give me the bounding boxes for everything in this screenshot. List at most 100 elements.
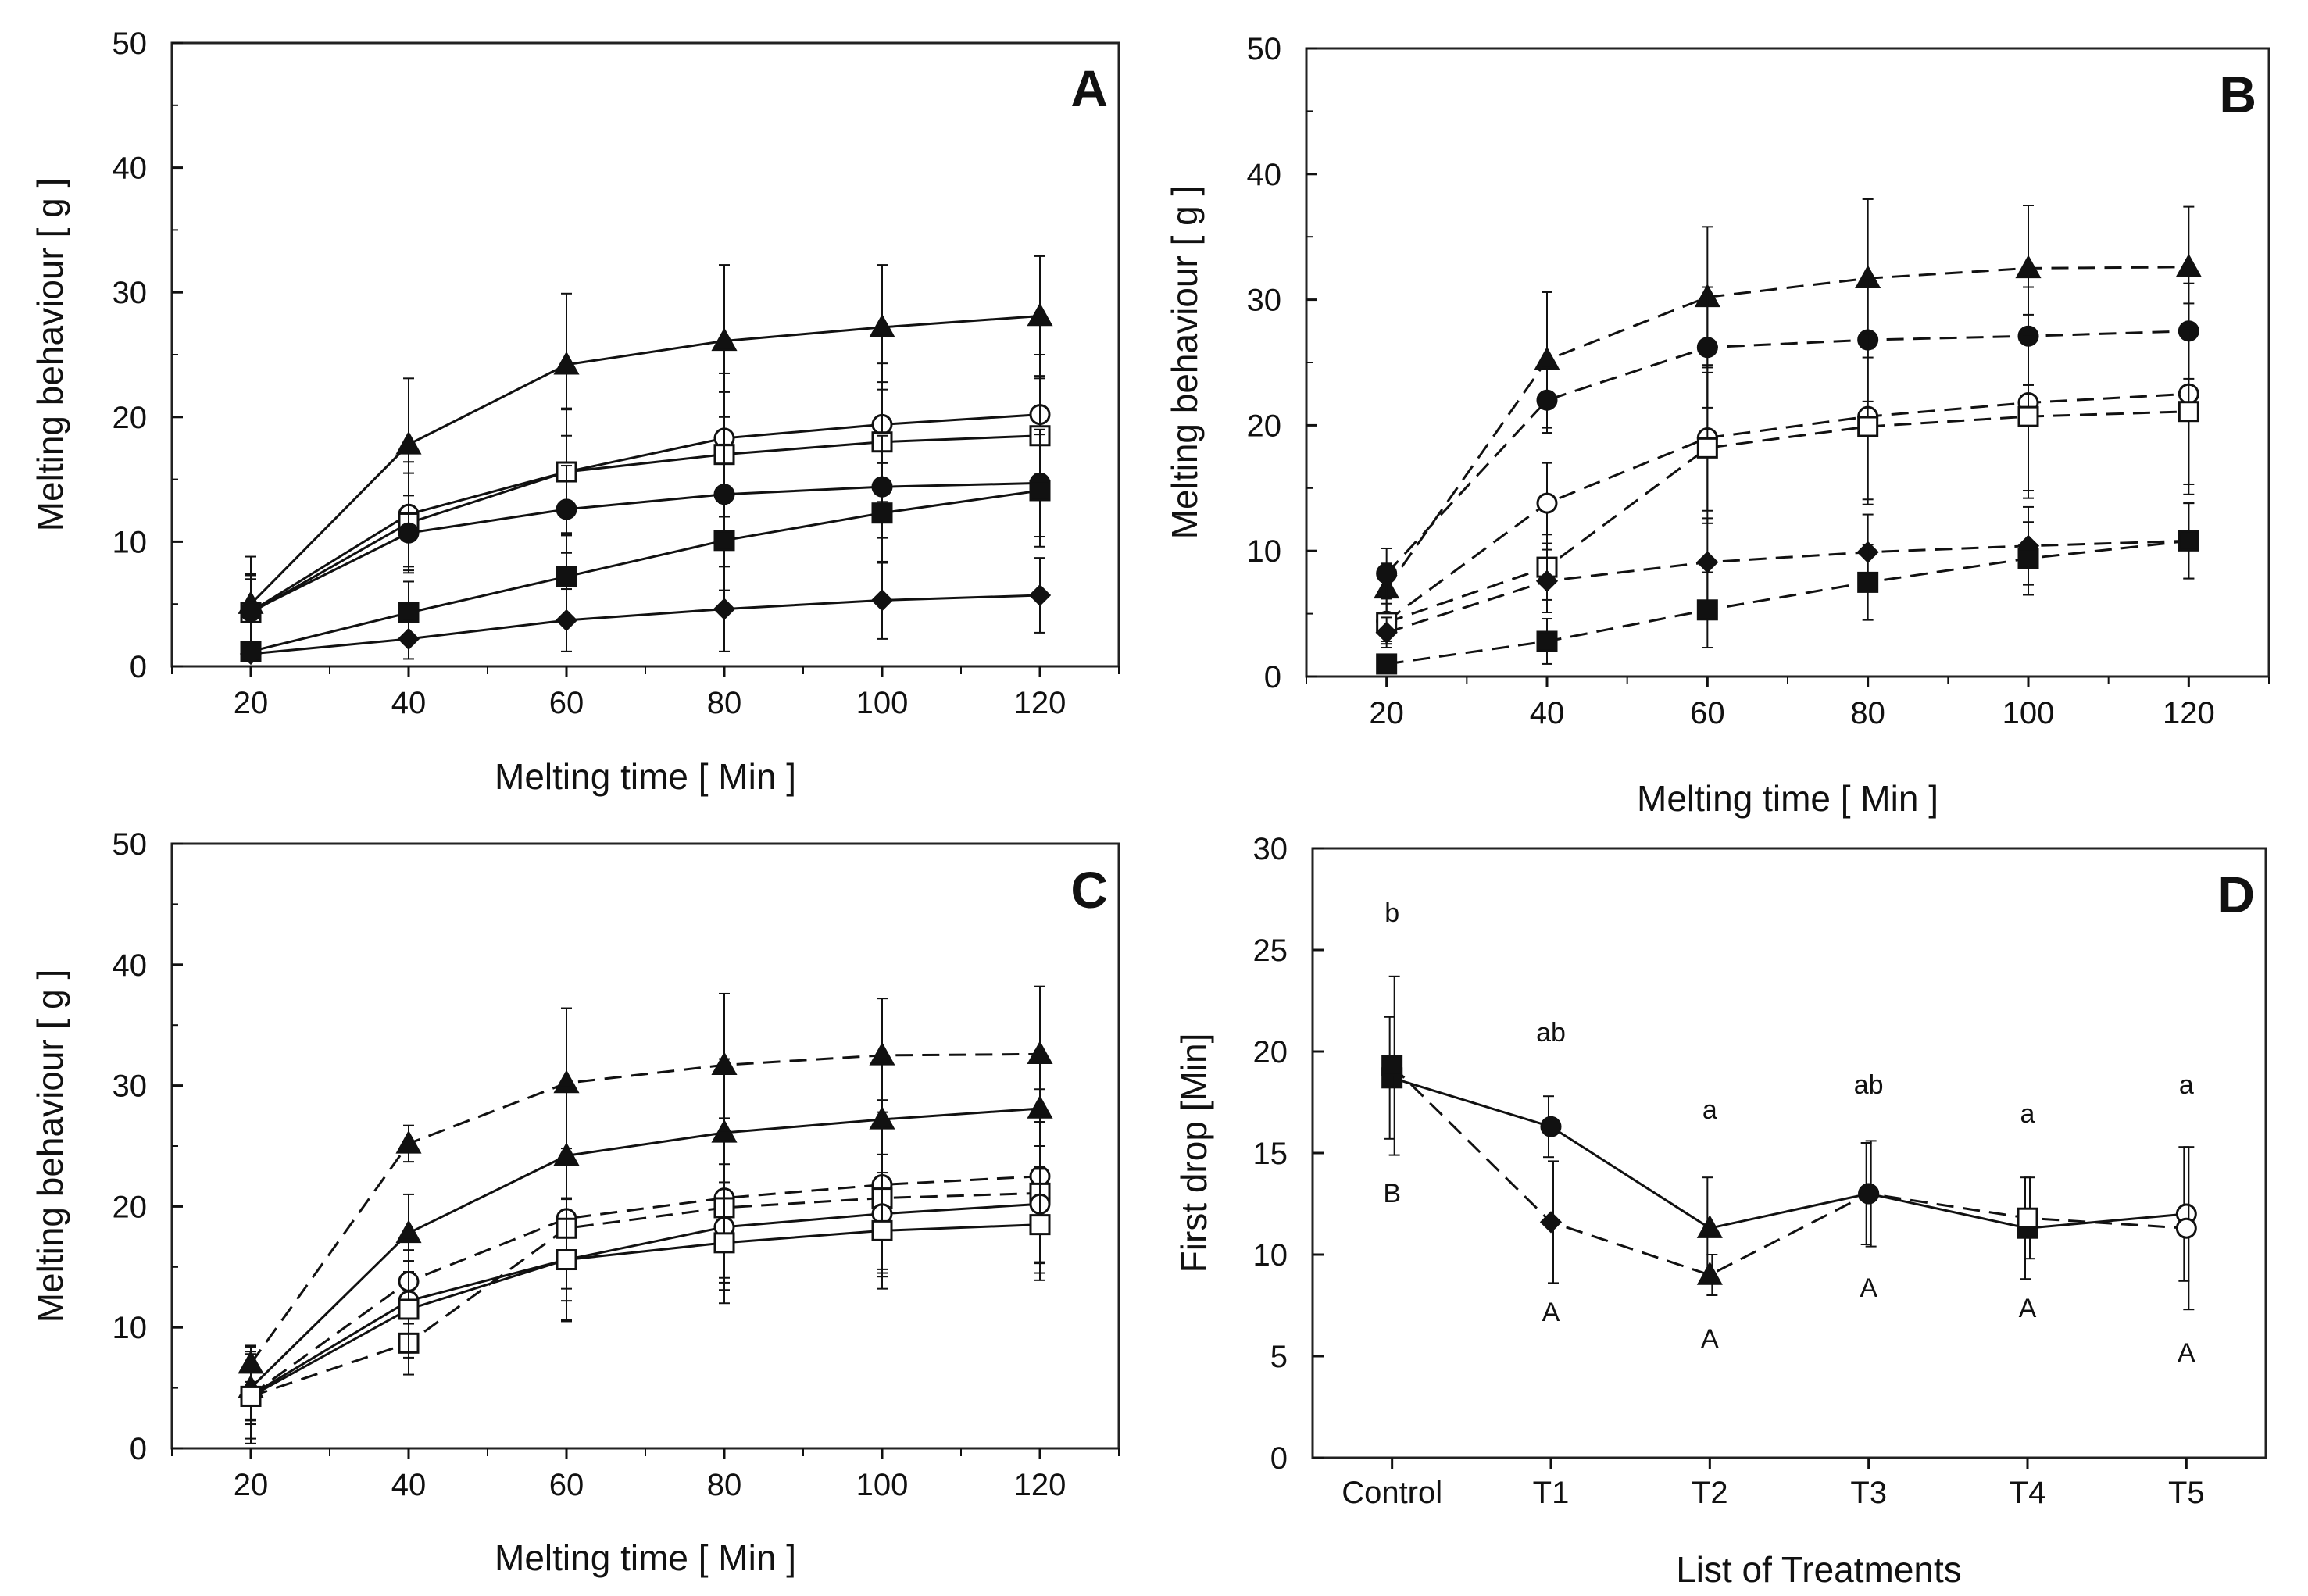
data-point-square	[1857, 571, 1879, 593]
data-point-triangle	[553, 351, 580, 375]
data-point-circle	[1536, 492, 1558, 514]
series-line	[1392, 1076, 2187, 1230]
panel-b: 0 10 20 30 40 50 20 40 60 80 100 120 B Melting time…	[1164, 32, 2270, 819]
series-line	[250, 1191, 1041, 1398]
data-point-diamond	[1535, 569, 1559, 592]
panel-d-lower-letter: A	[1542, 1298, 1560, 1327]
panel-c-y-tick-label: 40	[113, 948, 148, 983]
panel-a-letter: A	[1070, 59, 1108, 117]
panel-b-y-axis-title: Melting behaviour [ g ]	[1164, 186, 1205, 540]
panel-d-x-tick-label: T4	[2010, 1476, 2046, 1510]
data-point-triangle	[395, 430, 422, 455]
panel-c-x-tick-label: 40	[391, 1468, 427, 1502]
data-point-square	[1376, 653, 1398, 675]
series-line	[250, 1175, 1041, 1397]
panel-d-upper-letter: b	[1384, 898, 1399, 928]
panel-b-x-tick-label: 20	[1369, 696, 1404, 730]
data-point-triangle	[1027, 302, 1053, 327]
series-line	[250, 489, 1041, 653]
panel-a-series-square-open-solid	[240, 377, 1051, 652]
series-line	[1385, 266, 2189, 590]
data-point-square	[2017, 1207, 2038, 1229]
data-point-square	[1029, 480, 1051, 502]
panel-d-y-axis-title: First drop [Min]	[1174, 1034, 1214, 1273]
panel-c-y-tick-label: 50	[113, 827, 148, 862]
panel-d-y-tick-label: 10	[1253, 1238, 1288, 1273]
panel-c-axes: 0 10 20 30 40 50 20 40 60 80 100 120	[113, 827, 1120, 1502]
data-point-circle	[1536, 389, 1558, 411]
panel-b-y-tick-label: 50	[1247, 32, 1282, 66]
data-point-circle	[1376, 562, 1398, 584]
data-point-triangle	[1534, 346, 1560, 370]
panel-d-lower-letter: A	[2019, 1294, 2037, 1323]
panel-d-y-tick-label: 30	[1253, 832, 1288, 866]
data-point-square	[1696, 599, 1718, 621]
panel-b-y-tick-label: 0	[1264, 660, 1281, 694]
panel-d-upper-letter: ab	[1536, 1018, 1566, 1048]
series-line	[249, 1052, 1041, 1365]
data-point-circle	[556, 498, 577, 520]
panel-a-series	[238, 255, 1053, 666]
panel-b-y-tick-label: 30	[1247, 284, 1282, 318]
panel-a-series-triangle-solid	[238, 255, 1053, 652]
panel-b-x-tick-label: 40	[1530, 696, 1565, 730]
panel-b-x-tick-label: 80	[1850, 696, 1885, 730]
panel-d-upper-letter: a	[1702, 1095, 1717, 1125]
panel-c-y-tick-label: 20	[113, 1190, 148, 1224]
panel-a-x-tick-label: 60	[549, 686, 584, 720]
panel-d-x-tick-label: T3	[1850, 1476, 1887, 1510]
data-point-diamond	[1028, 584, 1052, 607]
panel-a-x-tick-label: 20	[234, 686, 269, 720]
series-line	[1391, 1065, 2187, 1276]
panel-c-x-tick-label: 120	[1014, 1468, 1066, 1502]
panel-a-y-tick-label: 50	[113, 27, 148, 61]
panel-b-y-tick-label: 40	[1247, 158, 1282, 192]
panel-b-x-tick-label: 120	[2163, 696, 2215, 730]
panel-d-upper-letter: a	[2179, 1070, 2194, 1100]
panel-c-y-tick-label: 10	[113, 1311, 148, 1345]
panel-b-x-axis-title: Melting time [ Min ]	[1637, 778, 1938, 819]
panel-a-axes: 0 10 20 30 40 50 20 40 60 80 100 120	[113, 27, 1120, 720]
panel-c-series-square-open-solid	[240, 1168, 1051, 1440]
data-point-circle	[398, 522, 420, 544]
data-point-square	[398, 1298, 420, 1320]
panel-c-x-tick-label: 20	[234, 1468, 269, 1502]
series-line	[250, 481, 1041, 613]
panel-a: 0 10 20 30 40 50 20 40 60 80 100 120 A Melting time…	[30, 27, 1120, 797]
panel-d-y-tick-label: 20	[1253, 1035, 1288, 1069]
panel-d-plot-frame	[1311, 847, 2267, 1459]
panel-c-x-axis-title: Melting time [ Min ]	[495, 1537, 796, 1578]
series-line	[1386, 410, 2189, 624]
panel-c-series-circle-open-solid	[240, 1145, 1051, 1444]
panel-b-y-tick-label: 10	[1247, 534, 1282, 569]
data-point-circle	[1540, 1116, 1562, 1137]
data-point-square	[1857, 416, 1879, 437]
panel-d-upper-letter: ab	[1854, 1070, 1884, 1100]
panel-a-y-tick-label: 10	[113, 525, 148, 559]
panel-a-x-tick-label: 120	[1014, 686, 1066, 720]
data-point-square	[556, 566, 577, 587]
series-line	[250, 594, 1041, 655]
panel-c-letter: C	[1070, 861, 1108, 919]
data-point-triangle	[395, 1130, 422, 1154]
data-point-diamond	[555, 609, 578, 632]
series-line	[250, 1223, 1041, 1398]
data-point-diamond	[870, 589, 894, 612]
panel-a-y-tick-label: 40	[113, 152, 148, 186]
data-point-circle	[1696, 337, 1718, 359]
panel-b-series-square-filled-dashed	[1376, 502, 2199, 675]
data-point-circle	[1858, 1183, 1880, 1205]
data-point-square	[240, 1385, 262, 1407]
panel-c-x-tick-label: 100	[856, 1468, 909, 1502]
panel-d: 0 5 10 15 20 25 30 Control T1 T2 T3 T4 T5 b ab a ab a a B A…	[1174, 832, 2267, 1590]
panel-b-letter: B	[2219, 66, 2256, 123]
panel-c-series	[238, 985, 1053, 1444]
panel-d-letter: D	[2217, 866, 2255, 923]
series-line	[250, 434, 1041, 614]
data-point-square	[713, 530, 735, 552]
panel-c-x-tick-label: 60	[549, 1468, 584, 1502]
data-point-diamond	[713, 598, 736, 620]
panel-a-x-tick-label: 80	[707, 686, 742, 720]
series-line	[1385, 392, 2189, 623]
